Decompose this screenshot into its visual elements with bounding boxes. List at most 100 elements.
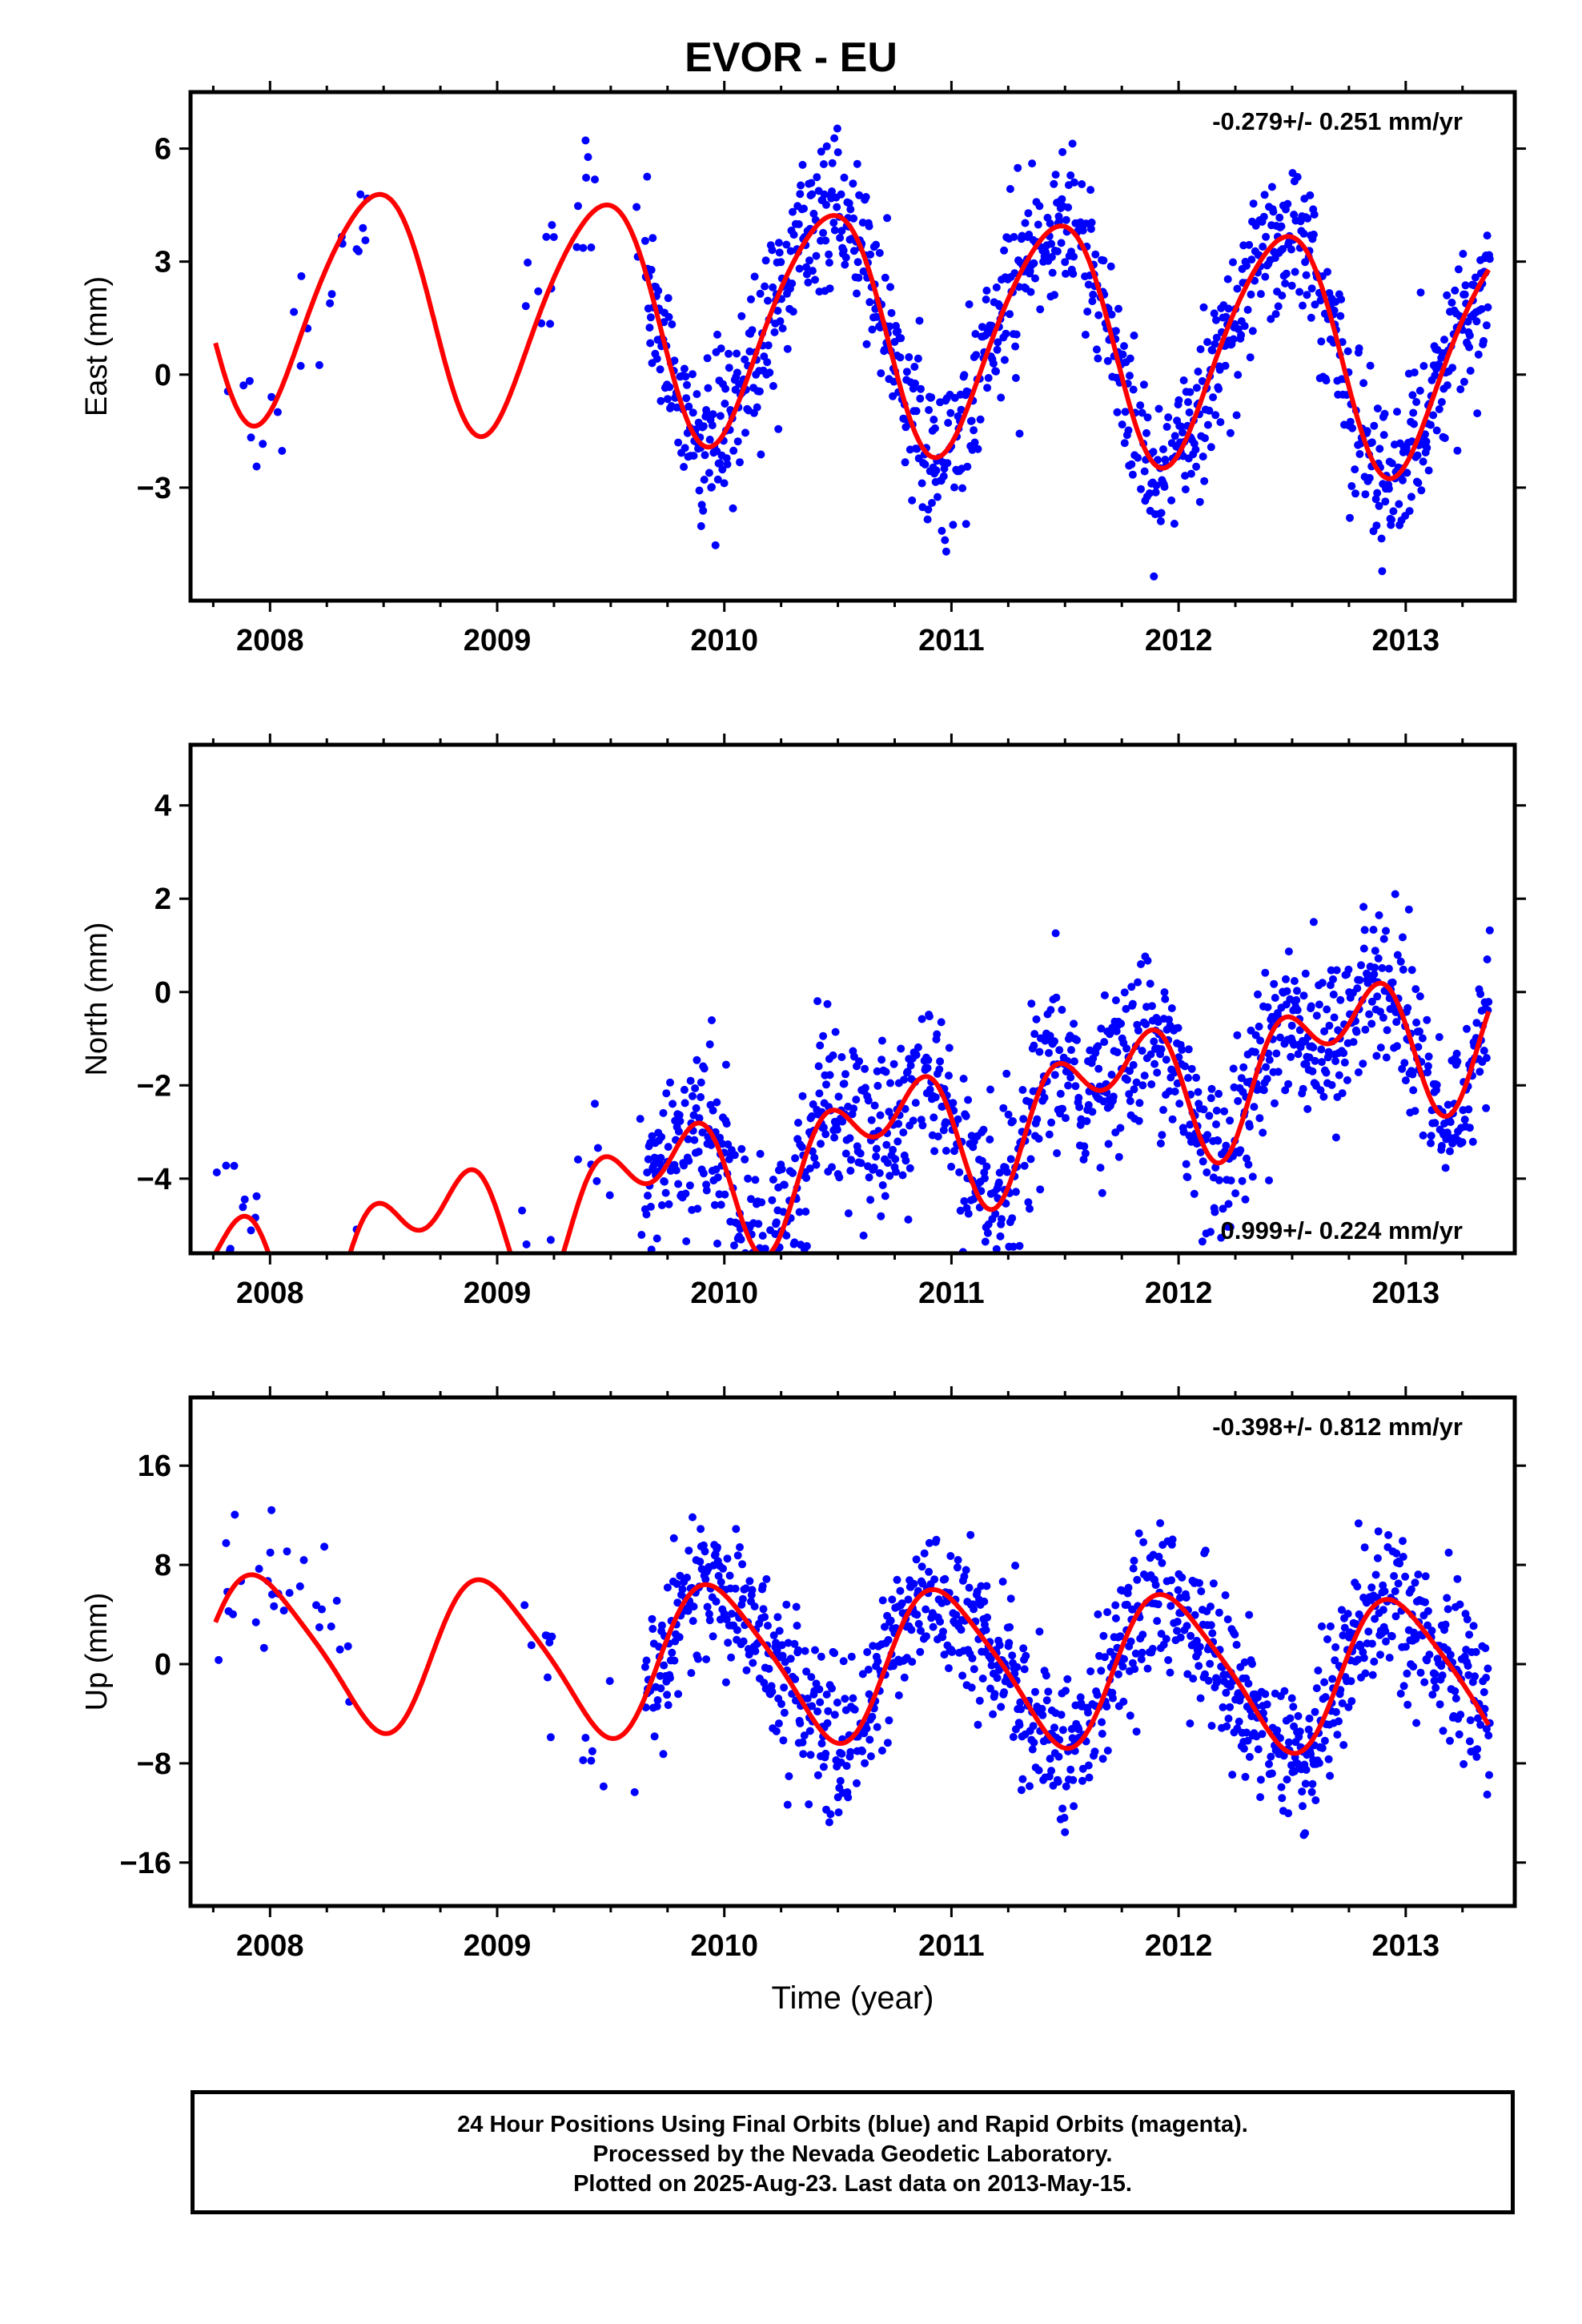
data-point: [911, 379, 919, 388]
data-point: [674, 438, 683, 447]
data-point: [837, 1053, 846, 1061]
data-point: [1208, 1629, 1217, 1638]
data-point: [1337, 295, 1346, 304]
data-point: [1336, 1686, 1345, 1695]
data-point: [1189, 1675, 1198, 1683]
y-tick-label: −16: [120, 1847, 171, 1880]
data-point: [829, 1051, 837, 1059]
footer-line-1: 24 Hour Positions Using Final Orbits (bl…: [457, 2112, 1248, 2137]
data-point: [1331, 1642, 1340, 1651]
data-point: [1299, 229, 1308, 238]
data-point: [816, 1698, 825, 1707]
data-point: [1097, 1024, 1106, 1033]
data-point: [858, 1670, 867, 1679]
data-point: [1149, 448, 1158, 456]
data-point: [1174, 396, 1183, 404]
data-point: [798, 1738, 807, 1747]
data-point: [933, 1030, 942, 1039]
data-point: [1408, 1070, 1417, 1079]
data-point: [1223, 1615, 1232, 1624]
data-point: [926, 1085, 934, 1094]
data-point: [1473, 409, 1482, 418]
data-point: [1100, 1653, 1109, 1662]
x-tick-label: 2013: [1372, 1929, 1440, 1963]
data-point: [1407, 1585, 1415, 1594]
data-point: [756, 289, 765, 298]
data-point: [315, 1623, 323, 1631]
data-point: [1064, 1081, 1073, 1090]
data-point: [1179, 376, 1188, 384]
data-point: [1068, 139, 1077, 148]
data-point: [1211, 1163, 1220, 1172]
data-point: [1284, 947, 1293, 956]
data-point: [1355, 344, 1363, 352]
data-point: [1116, 1632, 1125, 1641]
data-point: [1034, 1135, 1043, 1143]
data-point: [1427, 1626, 1436, 1635]
data-point: [762, 1316, 770, 1324]
data-point: [1429, 411, 1438, 420]
data-point: [1259, 1086, 1268, 1095]
data-point: [905, 1164, 914, 1172]
data-point: [1198, 376, 1207, 385]
data-point: [956, 1206, 965, 1215]
data-point: [1410, 420, 1418, 428]
data-point: [1084, 280, 1093, 289]
data-point: [700, 1064, 709, 1073]
data-point: [1318, 1743, 1327, 1752]
data-point: [681, 372, 690, 381]
data-point: [521, 302, 530, 311]
data-point: [278, 447, 287, 455]
data-point: [960, 1572, 969, 1581]
data-point: [1245, 1752, 1254, 1761]
data-point: [1273, 1726, 1282, 1735]
data-point: [1226, 1116, 1235, 1125]
data-point: [1399, 1682, 1408, 1691]
data-point: [1446, 1736, 1454, 1745]
x-tick-label: 2011: [918, 1929, 984, 1963]
data-point: [1373, 992, 1382, 1001]
data-point: [1142, 1020, 1150, 1028]
data-point: [1066, 1073, 1075, 1082]
data-point: [704, 384, 713, 392]
data-point: [1263, 1700, 1271, 1709]
data-point: [1050, 179, 1058, 188]
data-point: [958, 484, 967, 493]
data-point: [924, 1055, 933, 1064]
data-point: [1307, 1787, 1316, 1796]
data-point: [335, 1645, 344, 1654]
data-point: [861, 193, 870, 201]
data-point: [1053, 247, 1062, 255]
data-point: [850, 1705, 859, 1714]
data-point: [785, 1772, 793, 1780]
data-point: [872, 1144, 881, 1153]
data-point: [1094, 354, 1102, 363]
data-point: [1236, 1146, 1245, 1155]
data-point: [1011, 374, 1020, 382]
data-point: [1380, 409, 1389, 418]
data-point: [896, 353, 905, 362]
data-point: [1447, 298, 1456, 307]
data-point: [1195, 1578, 1203, 1587]
data-point: [663, 1583, 672, 1592]
data-point: [1473, 1745, 1482, 1754]
data-point: [1246, 353, 1255, 362]
data-point: [761, 1325, 769, 1333]
data-point: [1078, 180, 1086, 188]
data-point: [644, 1192, 652, 1200]
data-point: [1231, 1189, 1240, 1198]
data-point: [286, 1333, 294, 1341]
data-point: [1408, 391, 1417, 400]
data-point: [1483, 1790, 1492, 1799]
data-point: [1192, 384, 1201, 392]
data-point: [1284, 1080, 1293, 1088]
data-point: [1135, 1099, 1144, 1108]
data-point: [883, 1739, 892, 1747]
data-point: [765, 368, 774, 377]
data-point: [1137, 1655, 1146, 1663]
y-tick-label: −2: [137, 1069, 171, 1103]
data-point: [1003, 1168, 1011, 1176]
data-point: [798, 1092, 807, 1100]
data-point: [1419, 457, 1427, 466]
